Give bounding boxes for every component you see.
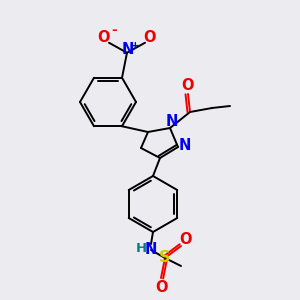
Text: O: O (182, 77, 194, 92)
Text: O: O (98, 30, 110, 45)
Text: O: O (155, 280, 167, 295)
Text: N: N (166, 115, 178, 130)
Text: O: O (144, 30, 156, 45)
Text: N: N (122, 42, 134, 57)
Text: +: + (130, 41, 140, 51)
Text: H: H (135, 242, 147, 254)
Text: N: N (179, 137, 191, 152)
Text: -: - (111, 24, 117, 37)
Text: N: N (145, 242, 157, 257)
Text: S: S (159, 250, 171, 266)
Text: O: O (180, 232, 192, 247)
